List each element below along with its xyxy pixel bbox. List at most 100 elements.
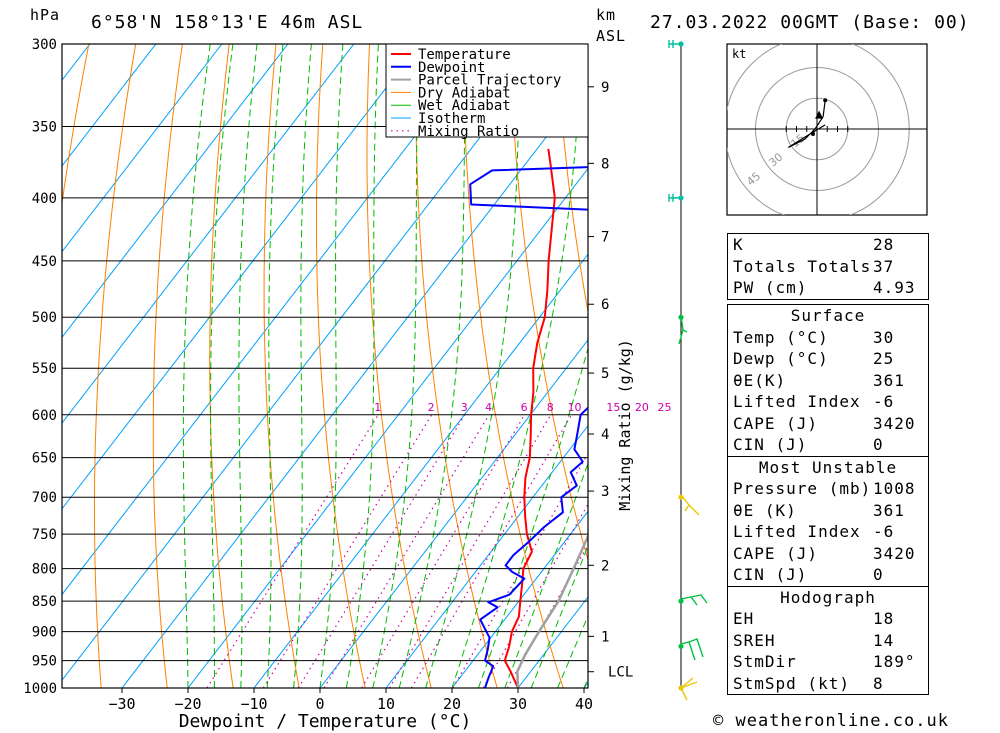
row-label: Lifted Index — [733, 522, 861, 541]
row-value: -6 — [873, 522, 895, 541]
wind-barb — [680, 594, 708, 606]
mu-row: θE (K) 361 — [728, 500, 928, 522]
temp-tick-label: −30 — [108, 695, 135, 713]
surface-row: Lifted Index -6 — [728, 391, 928, 413]
legend-entry: Temperature — [418, 47, 511, 63]
row-value: 25 — [873, 349, 895, 368]
row-value: -6 — [873, 392, 895, 411]
km-tick-label: 5 — [601, 366, 609, 382]
row-value: 189° — [873, 652, 916, 671]
mixing-ratio-line — [323, 414, 490, 688]
mixing-ratio-line — [297, 414, 466, 688]
mu-row: CAPE (J) 3420 — [728, 543, 928, 565]
km-tick-label: 6 — [601, 297, 609, 313]
km-tick-label: 7 — [601, 230, 609, 246]
wet-adiabat-line — [182, 44, 211, 688]
legend-entry: Wet Adiabat — [418, 98, 511, 114]
legend-entry: Mixing Ratio — [418, 124, 519, 140]
dry-adiabat-line — [94, 44, 137, 688]
isotherm-line — [62, 44, 487, 596]
row-value: 30 — [873, 327, 895, 347]
row-label: StmDir — [733, 652, 797, 671]
profile-temperature — [503, 148, 556, 688]
wet-adiabat-line — [477, 346, 588, 688]
dry-adiabat-line — [415, 44, 498, 688]
wet-adiabat-line — [425, 44, 521, 688]
isotherm-line — [62, 44, 553, 682]
row-value: 0 — [873, 565, 884, 584]
wind-level-marker — [678, 643, 684, 649]
wet-adiabat-line — [451, 44, 583, 688]
index-value: 28 — [873, 235, 895, 254]
mixing-ratio-label: 6 — [521, 401, 528, 414]
dry-adiabat-line — [926, 26, 1000, 714]
index-row-k: K 28 — [728, 234, 928, 256]
km-label: km — [596, 6, 617, 24]
wet-adiabat-line — [372, 44, 420, 688]
wind-barb — [680, 677, 698, 701]
surface-row: Dewp (°C) 25 — [728, 348, 928, 370]
wet-adiabat-line — [266, 44, 284, 688]
profile-parcel-trajectory — [516, 533, 588, 688]
row-value: 3420 — [873, 543, 916, 563]
wet-adiabat-line — [210, 44, 234, 688]
wind-barb — [680, 494, 700, 516]
mixing-ratio-label: 1 — [374, 401, 381, 414]
mu-row: Lifted Index -6 — [728, 521, 928, 543]
hodo-row: StmDir 189° — [728, 651, 928, 673]
pressure-tick-label: 700 — [32, 490, 57, 506]
dry-adiabat-line — [462, 44, 564, 688]
profile-dewpoint — [453, 110, 588, 688]
row-label: Temp (°C) — [733, 327, 829, 347]
surface-table: Surface Temp (°C) 30 Dewp (°C) 25 θE(K) 361… — [727, 304, 929, 695]
isotherm-line — [62, 44, 289, 339]
mixing-ratio-line — [361, 414, 526, 688]
pressure-tick-label: 750 — [32, 527, 57, 543]
pressure-tick-label: 500 — [32, 310, 57, 326]
row-label: StmSpd (kt) — [733, 673, 850, 693]
row-label: Lifted Index — [733, 392, 861, 411]
index-value: 4.93 — [873, 278, 916, 297]
dry-adiabat-line — [316, 44, 366, 688]
isotherm-line — [253, 253, 588, 688]
hodograph-top-point — [823, 98, 828, 103]
wind-barb — [678, 315, 688, 345]
hodograph-trace — [787, 100, 826, 148]
wet-adiabat-line — [398, 44, 467, 688]
credit-link[interactable]: © weatheronline.co.uk — [713, 711, 949, 731]
mixing-ratio-label: 2 — [428, 401, 435, 414]
row-label: θE(K) — [733, 370, 787, 390]
mixing-ratio-axis-title: Mixing Ratio (g/kg) — [616, 339, 634, 511]
temp-tick-label: 10 — [377, 695, 395, 713]
wind-barb — [668, 193, 681, 202]
row-label: CIN (J) — [733, 435, 808, 454]
temp-tick-label: 20 — [443, 695, 461, 713]
location-title: 6°58'N 158°13'E 46m ASL — [91, 12, 364, 33]
row-label: EH — [733, 609, 755, 628]
hodo-row: StmSpd (kt) 8 — [728, 673, 928, 695]
isotherm-line — [0, 44, 24, 688]
km-tick-label: 3 — [601, 484, 609, 500]
dry-adiabat-line — [509, 44, 588, 562]
index-row-pw: PW (cm) 4.93 — [728, 277, 928, 299]
pressure-tick-label: 950 — [32, 654, 57, 670]
dry-adiabat-line — [973, 26, 1000, 714]
wind-level-marker — [678, 598, 684, 604]
dry-adiabat-line — [209, 44, 234, 688]
pressure-tick-label: 1000 — [23, 681, 57, 697]
temp-tick-label: −10 — [240, 695, 267, 713]
km-tick-label: 2 — [601, 558, 609, 574]
plot-frame — [61, 43, 589, 689]
most-unstable-title: Most Unstable — [728, 455, 928, 479]
surface-row: Temp (°C) 30 — [728, 327, 928, 349]
wet-adiabat-line — [319, 44, 344, 688]
surface-title: Surface — [790, 306, 866, 325]
pressure-tick-label: 450 — [32, 254, 57, 270]
pressure-tick-label: 800 — [32, 562, 57, 578]
surface-row: CAPE (J) 3420 — [728, 413, 928, 435]
row-label: Pressure (mb) — [733, 479, 872, 498]
asl-label: ASL — [596, 27, 627, 45]
pressure-unit-label: hPa — [30, 6, 61, 24]
row-value: 0 — [873, 435, 884, 454]
